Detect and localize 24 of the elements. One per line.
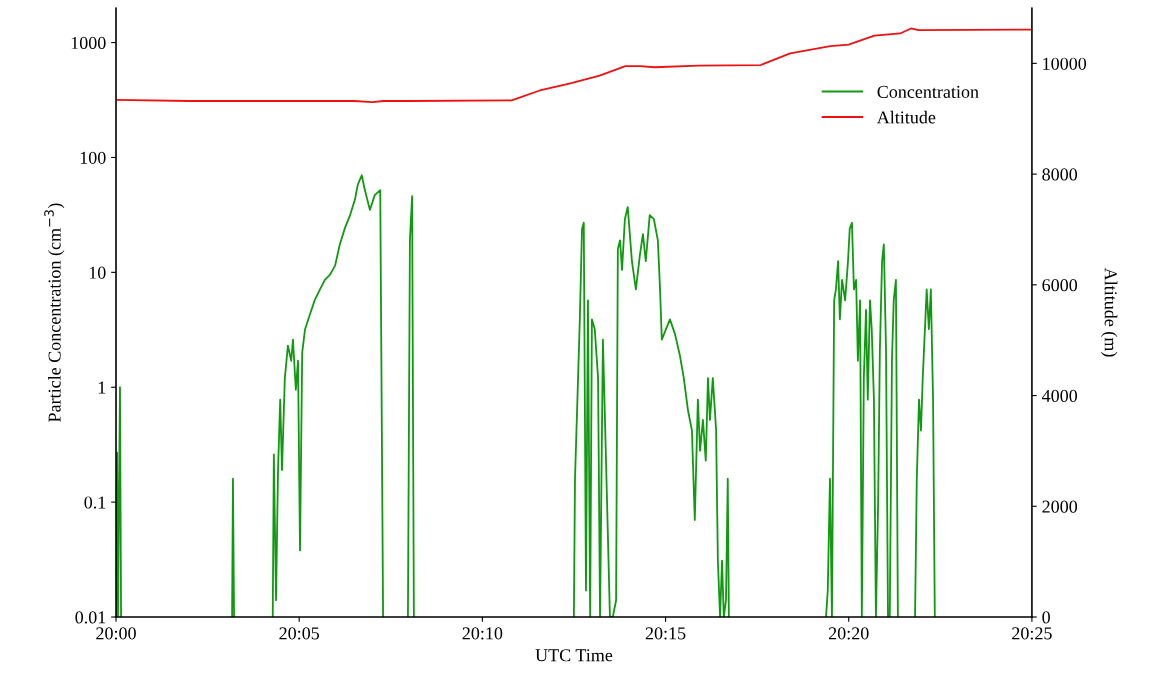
y2-tick-label: 10000 [1043, 57, 1087, 70]
x-tick-label: 20:00 [96, 627, 136, 640]
y2-tick-label: 2000 [1042, 500, 1078, 513]
y2-tick-label: 0 [1042, 611, 1050, 624]
y2-tick-label: 8000 [1042, 168, 1078, 181]
legend-label: Altitude [876, 110, 936, 124]
y-tick-label: 0.01 [75, 611, 106, 624]
x-tick-label: 20:20 [828, 627, 869, 640]
y-tick-label: 1000 [71, 36, 106, 50]
x-tick-label: 20:05 [279, 627, 320, 640]
y-tick-label: 0.1 [84, 496, 106, 509]
line-series [116, 27, 1032, 104]
x-tick-label: 20:25 [1012, 627, 1052, 640]
y2-axis-title: Altitude (m) [1100, 267, 1118, 357]
y-tick-label: 10 [89, 266, 106, 279]
y-tick-label: 1 [98, 381, 106, 394]
y2-tick-label: 6000 [1042, 279, 1078, 292]
x-tick-label: 20:10 [462, 627, 503, 640]
legend-label: Concentration [877, 85, 979, 98]
x-axis-title: UTC Time [535, 649, 613, 662]
y2-tick-label: 4000 [1041, 389, 1078, 402]
y-axis-title: Particle Concentration (cm$^{−3}$) [44, 203, 65, 422]
y-tick-label: 100 [80, 151, 106, 164]
x-tick-label: 20:15 [645, 627, 686, 640]
